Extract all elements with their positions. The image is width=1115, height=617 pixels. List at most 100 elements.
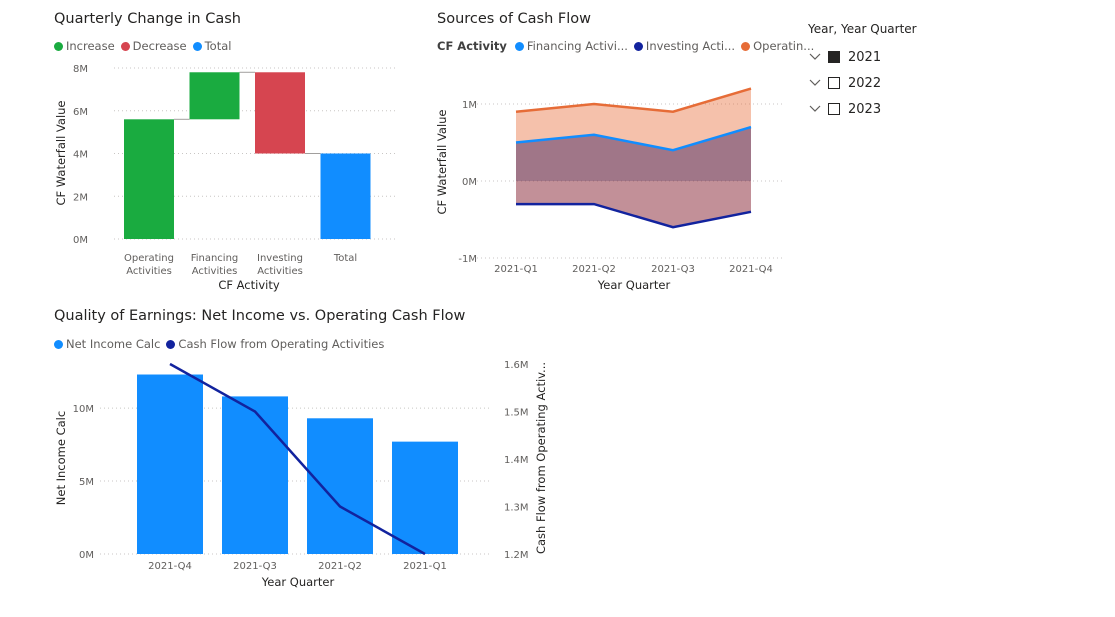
waterfall-title: Quarterly Change in Cash: [54, 11, 241, 27]
legend-dot-net-income: [54, 339, 63, 349]
x-tick-label: Financing: [191, 253, 239, 264]
quality-visual[interactable]: Quality of Earnings: Net Income vs. Oper…: [0, 300, 560, 600]
waterfall-bar-2: [189, 72, 240, 120]
legend-dot-investing: [633, 41, 643, 51]
x-tick-label: 2021-Q1: [494, 264, 538, 275]
net-income-bar-3: [307, 418, 373, 554]
legend-label-increase: Increase: [66, 39, 115, 53]
y2-tick-label: 1.4M: [504, 455, 529, 466]
checkbox-2023[interactable]: [828, 103, 840, 115]
net-income-bar-4: [392, 441, 458, 554]
y-axis-title: CF Waterfall Value: [54, 100, 68, 205]
x-axis-title: CF Activity: [218, 278, 280, 292]
waterfall-bar-4: [320, 153, 371, 239]
chevron-down-icon[interactable]: [808, 76, 822, 90]
y2-tick-label: 1.3M: [504, 503, 529, 514]
sources-legend-title: CF Activity: [437, 39, 507, 53]
checkbox-2021[interactable]: [828, 51, 840, 63]
y2-axis-title: Cash Flow from Operating Activ...: [534, 362, 548, 554]
legend-label-cfo: Cash Flow from Operating Activities: [178, 337, 385, 351]
quality-chart: 0M 5M 10M 1.2M 1.3M 1.4M 1.5M 1.6M 2021-Q4 2021-Q…: [54, 360, 548, 589]
x-tick-label: Activities: [192, 266, 238, 277]
x-tick-label: 2021-Q2: [318, 561, 362, 572]
year-quarter-slicer: Year, Year Quarter 2021 2022 2023: [808, 22, 917, 122]
x-tick-label: Operating: [124, 253, 174, 264]
x-tick-label: 2021-Q4: [148, 561, 192, 572]
y-tick-label: 0M: [73, 235, 88, 246]
checkbox-2022[interactable]: [828, 77, 840, 89]
waterfall-legend: Increase Decrease Total: [54, 39, 237, 53]
slicer-title: Year, Year Quarter: [808, 22, 917, 36]
sources-visual[interactable]: Sources of Cash Flow CF Activity Financi…: [420, 0, 814, 300]
legend-item-decrease[interactable]: Decrease: [120, 39, 187, 53]
y2-tick-label: 1.2M: [504, 550, 529, 561]
x-tick-label: 2021-Q4: [729, 264, 773, 275]
y-tick-label: 1M: [462, 100, 477, 111]
x-tick-label: Total: [333, 253, 357, 264]
y2-tick-label: 1.6M: [504, 360, 529, 371]
legend-label-financing: Financing Activi...: [526, 39, 628, 53]
chevron-down-icon[interactable]: [808, 102, 822, 116]
legend-item-net-income[interactable]: Net Income Calc: [54, 337, 160, 351]
investing-area: [516, 181, 751, 228]
x-tick-label: Investing: [257, 253, 303, 264]
waterfall-chart: 0M 2M 4M 6M 8M Operating Activities Financing Ac…: [54, 64, 398, 292]
chevron-down-icon[interactable]: [808, 50, 822, 64]
x-tick-label: Activities: [257, 266, 303, 277]
legend-label-investing: Investing Acti...: [645, 39, 736, 53]
legend-dot-decrease: [120, 41, 130, 51]
waterfall-visual[interactable]: Quarterly Change in Cash Increase Decrea…: [0, 0, 410, 300]
y-tick-label: 8M: [73, 64, 88, 75]
slicer-item-2021[interactable]: 2021: [808, 44, 917, 70]
legend-dot-total: [192, 41, 202, 51]
financing-line: [515, 125, 752, 152]
legend-item-financing[interactable]: Financing Activi...: [514, 39, 628, 53]
legend-dot-cfo: [166, 339, 176, 349]
y2-tick-label: 1.5M: [504, 408, 529, 419]
legend-item-cfo[interactable]: Cash Flow from Operating Activities: [166, 337, 384, 351]
legend-label-decrease: Decrease: [132, 39, 187, 53]
operating-line: [515, 87, 752, 113]
slicer-label-2022: 2022: [848, 75, 882, 91]
legend-item-operating[interactable]: Operatin...: [741, 39, 814, 53]
y-tick-label: 6M: [73, 107, 88, 118]
net-income-bar-2: [222, 396, 288, 554]
x-tick-label: 2021-Q3: [651, 264, 695, 275]
legend-label-net-income: Net Income Calc: [66, 337, 161, 351]
waterfall-bar-1: [124, 119, 174, 239]
y-tick-label: 0M: [462, 177, 477, 188]
x-tick-label: Activities: [126, 266, 172, 277]
y-axis-title: Net Income Calc: [54, 411, 68, 505]
legend-item-total[interactable]: Total: [192, 39, 232, 53]
x-tick-label: 2021-Q3: [233, 561, 277, 572]
legend-dot-increase: [54, 41, 63, 51]
y-tick-label: 2M: [73, 192, 88, 203]
legend-item-investing[interactable]: Investing Acti...: [633, 39, 736, 53]
net-income-bar-1: [137, 374, 203, 554]
x-tick-label: 2021-Q2: [572, 264, 616, 275]
legend-item-increase[interactable]: Increase: [54, 39, 115, 53]
y-tick-label: -1M: [458, 254, 477, 265]
investing-line: [516, 202, 752, 229]
waterfall-bar-3: [255, 72, 305, 154]
operating-area: [516, 88, 751, 181]
cfo-line: [169, 362, 426, 556]
sources-title: Sources of Cash Flow: [437, 11, 592, 27]
y-tick-label: 4M: [73, 150, 88, 161]
y-tick-label: 5M: [79, 477, 94, 488]
y-axis-title: CF Waterfall Value: [435, 109, 449, 214]
sources-legend: CF Activity Financing Activi... Investin…: [437, 39, 820, 53]
slicer-item-2023[interactable]: 2023: [808, 96, 917, 122]
y-tick-label: 10M: [73, 404, 94, 415]
slicer-item-2022[interactable]: 2022: [808, 70, 917, 96]
x-axis-title: Year Quarter: [261, 575, 335, 589]
y-tick-label: 0M: [79, 550, 94, 561]
legend-dot-financing: [514, 41, 524, 51]
x-axis-title: Year Quarter: [597, 278, 671, 292]
quality-title: Quality of Earnings: Net Income vs. Oper…: [54, 308, 466, 324]
quality-legend: Net Income Calc Cash Flow from Operating…: [54, 337, 390, 351]
legend-label-total: Total: [204, 39, 232, 53]
legend-label-operating: Operatin...: [753, 39, 815, 53]
sources-chart: -1M 0M 1M 2021-Q1 2021-Q2 2021-Q3 2021-Q4 Year …: [435, 87, 782, 292]
legend-dot-operating: [741, 41, 751, 51]
